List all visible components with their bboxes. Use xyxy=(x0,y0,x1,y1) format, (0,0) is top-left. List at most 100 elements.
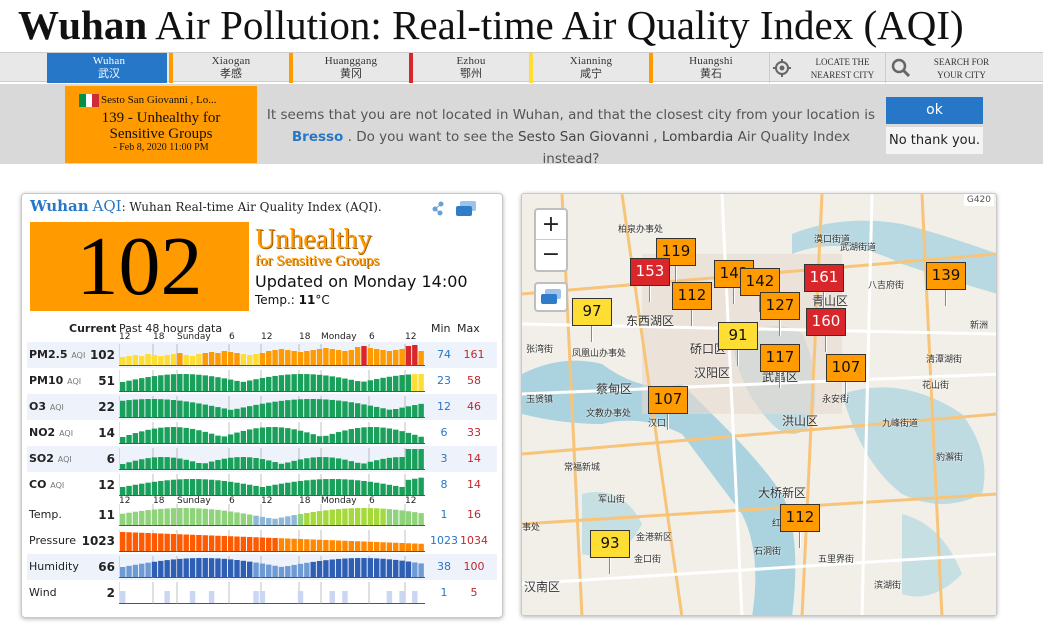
spark-bar xyxy=(227,536,234,551)
spark-bar xyxy=(139,378,145,391)
aqi-marker[interactable]: 93 xyxy=(590,530,630,558)
spark-bar xyxy=(316,436,323,443)
spark-bar xyxy=(374,542,380,551)
nav-item-xiaogan[interactable]: Xiaogan 孝感 xyxy=(169,53,289,83)
spark-bar xyxy=(316,399,323,417)
tick-label: 18 xyxy=(299,332,311,342)
spark-bar xyxy=(348,379,354,391)
spark-bar xyxy=(227,352,234,365)
spark-bar xyxy=(329,349,335,365)
spark-bar xyxy=(374,482,380,495)
spark-bar xyxy=(189,428,196,443)
updated-time: Updated on Monday 14:00 xyxy=(255,272,468,291)
marker-pin xyxy=(823,292,825,308)
aqi-marker[interactable]: 112 xyxy=(672,282,712,310)
spark-bar xyxy=(126,565,132,577)
aqi-marker[interactable]: 139 xyxy=(926,262,966,290)
spark-bar xyxy=(412,512,418,525)
italy-flag-icon xyxy=(79,94,100,107)
spark-bar xyxy=(374,379,380,391)
spark-bar xyxy=(170,508,177,525)
aqi-marker[interactable]: 127 xyxy=(760,292,800,320)
nav-item-huanggang[interactable]: Huanggang 黄冈 xyxy=(289,53,409,83)
spark-bar xyxy=(367,481,374,495)
spark-bar xyxy=(247,537,253,551)
map-place-label: 汉南区 xyxy=(524,580,561,594)
spark-bar xyxy=(386,409,393,417)
map-place-label: 红 xyxy=(772,519,782,529)
aqi-marker[interactable]: 107 xyxy=(826,354,866,382)
locate-nearest-button[interactable]: Locate the nearest city xyxy=(769,53,885,83)
aqi-marker[interactable]: 161 xyxy=(804,264,844,292)
spark-bar xyxy=(151,509,158,525)
nav-item-wuhan[interactable]: Wuhan 武汉 xyxy=(47,53,167,83)
spark-bar xyxy=(323,399,329,417)
zoom-out-button[interactable]: − xyxy=(541,242,561,267)
spark-bar xyxy=(151,399,158,417)
aqi-marker[interactable]: 107 xyxy=(648,386,688,414)
map-place-label: 漠口街道 xyxy=(814,235,851,245)
share-icon[interactable] xyxy=(430,200,446,216)
layers-icon[interactable] xyxy=(454,200,478,218)
spark-bar xyxy=(266,485,272,495)
aqi-marker[interactable]: 142 xyxy=(740,268,780,296)
spark-bar xyxy=(240,354,247,365)
spark-bar xyxy=(234,432,240,443)
spark-bar xyxy=(329,479,335,495)
row-label: NO2 AQI xyxy=(29,426,74,439)
spark-bar xyxy=(164,480,170,495)
spark-bar xyxy=(399,407,405,417)
spark-bar xyxy=(380,483,386,495)
spark-bar xyxy=(335,350,342,365)
spark-bar xyxy=(399,486,405,495)
spark-bar xyxy=(240,430,247,443)
city-nav: Wuhan 武汉 Xiaogan 孝感 Huanggang 黄冈 Ezhou 鄂州 Xi… xyxy=(0,52,1043,83)
spark-bar xyxy=(240,457,247,469)
ok-button[interactable]: ok xyxy=(886,97,983,124)
spark-bar xyxy=(266,460,272,469)
nav-item-xianning[interactable]: Xianning 咸宁 xyxy=(529,53,649,83)
zoom-in-button[interactable]: + xyxy=(536,210,566,240)
row-sparkline xyxy=(119,504,425,526)
aqi-marker[interactable]: 153 xyxy=(630,258,670,286)
spark-bar xyxy=(374,406,380,417)
spark-bar xyxy=(221,536,227,551)
aqi-marker[interactable]: 117 xyxy=(760,344,800,372)
spark-bar xyxy=(202,535,208,551)
spark-bar xyxy=(164,457,170,469)
spark-bar xyxy=(386,457,393,469)
nav-item-huangshi[interactable]: Huangshi 黄石 xyxy=(649,53,769,83)
spark-bar xyxy=(418,403,424,417)
search-city-button[interactable]: Search for your city xyxy=(885,53,1001,83)
map-place-label: 青山区 xyxy=(812,294,849,308)
aqi-marker[interactable]: 97 xyxy=(572,298,612,326)
spark-bar xyxy=(361,427,367,443)
aqi-map[interactable]: G420 + − 柏泉办事处东西湖区硚口区汉阳区武昌区洪山区蔡甸区文教办事处常福… xyxy=(521,193,997,616)
map-layers-button[interactable] xyxy=(534,282,568,312)
spark-bar xyxy=(189,374,196,391)
spark-bar xyxy=(361,404,367,417)
aqi-marker[interactable]: 160 xyxy=(806,308,846,336)
nav-item-ezhou[interactable]: Ezhou 鄂州 xyxy=(409,53,529,83)
marker-pin xyxy=(675,266,677,282)
spark-bar xyxy=(164,560,170,577)
row-sparkline xyxy=(119,370,425,392)
aqi-marker[interactable]: 91 xyxy=(718,322,758,350)
spark-bar xyxy=(202,558,208,577)
spark-bar xyxy=(278,483,285,495)
row-current: 6 xyxy=(106,452,115,466)
row-sparkline xyxy=(119,556,425,578)
time-ticks: 12 18 Sunday 6 12 18 Monday 6 12 xyxy=(119,332,425,342)
closest-city-link[interactable]: Bresso xyxy=(291,129,344,145)
aqi-marker[interactable]: 112 xyxy=(780,504,820,532)
row-label: Humidity xyxy=(29,560,79,573)
spark-bar xyxy=(285,566,291,577)
spark-bar xyxy=(120,567,126,577)
spark-bar xyxy=(253,457,259,469)
closest-station-card[interactable]: Sesto San Giovanni , Lo... 139 - Unhealt… xyxy=(65,86,257,163)
spark-bar xyxy=(164,355,170,365)
spark-bar xyxy=(297,514,304,525)
spark-bar xyxy=(418,563,424,577)
no-thank-you-button[interactable]: No thank you. xyxy=(886,127,983,154)
spark-bar xyxy=(342,401,348,417)
